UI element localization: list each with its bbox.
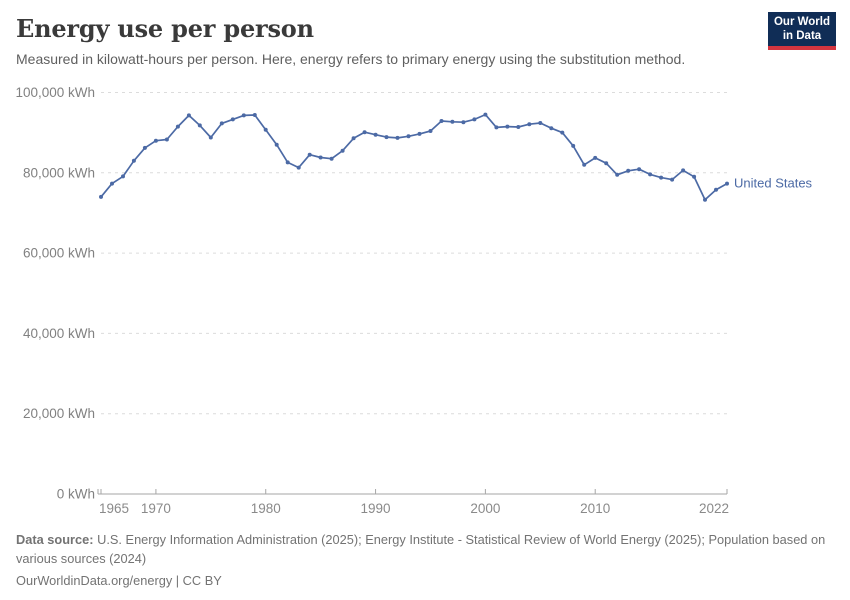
data-point-marker[interactable] [692,174,697,179]
data-point-marker[interactable] [307,152,312,157]
data-point-marker[interactable] [428,129,433,133]
data-point-marker[interactable] [175,124,180,129]
series-markers[interactable] [99,112,729,202]
x-tick-label: 2022 [699,501,729,516]
data-point-marker[interactable] [285,160,290,165]
x-tick-label: 1965 [99,501,129,516]
y-tick-label: 100,000 kWh [15,85,95,100]
data-point-marker[interactable] [549,126,554,131]
data-point-marker[interactable] [681,168,686,173]
data-source-label: Data source: [16,532,94,547]
x-tick-label: 1970 [141,501,171,516]
data-point-marker[interactable] [197,123,202,128]
data-point-marker[interactable] [659,175,664,180]
y-gridlines [101,92,727,415]
x-tick-label: 1990 [361,501,391,516]
data-point-marker[interactable] [329,156,334,161]
y-tick-label: 60,000 kWh [23,246,95,261]
data-point-marker[interactable] [483,112,488,117]
data-point-marker[interactable] [208,135,213,140]
data-point-marker[interactable] [527,122,532,127]
x-axis [97,489,728,495]
data-point-marker[interactable] [142,145,147,150]
data-point-marker[interactable] [186,113,191,118]
data-point-marker[interactable] [593,155,598,160]
data-point-marker[interactable] [164,137,169,142]
data-point-marker[interactable] [110,181,114,186]
data-point-marker[interactable] [615,172,620,177]
y-tick-label: 20,000 kWh [23,406,95,421]
data-point-marker[interactable] [670,177,675,182]
data-point-marker[interactable] [703,197,707,202]
data-point-marker[interactable] [604,161,609,166]
data-point-marker[interactable] [241,113,246,118]
data-point-marker[interactable] [395,135,400,140]
data-point-marker[interactable] [582,162,587,167]
owid-logo[interactable]: Our World in Data [768,12,836,50]
x-tick-label: 2000 [470,501,500,516]
owid-logo-line2: in Data [782,30,822,42]
data-point-marker[interactable] [461,120,466,125]
y-tick-label: 80,000 kWh [23,165,95,180]
data-point-marker[interactable] [362,130,367,135]
series-line[interactable] [100,113,728,201]
y-tick-label: 0 kWh [57,487,95,502]
data-point-marker[interactable] [384,135,389,140]
y-axis-labels: 0 kWh 20,000 kWh 40,000 kWh 60,000 kWh 80,00… [15,85,95,502]
data-point-marker[interactable] [373,132,378,137]
data-point-marker[interactable] [340,148,345,153]
data-point-marker[interactable] [648,172,653,177]
data-point-marker[interactable] [296,165,301,170]
owid-logo-line1: Our World [773,15,830,28]
data-point-marker[interactable] [318,155,323,160]
data-point-marker[interactable] [351,136,356,141]
data-point-marker[interactable] [571,143,576,148]
data-point-marker[interactable] [725,181,729,186]
data-point-marker[interactable] [494,125,499,130]
owid-license-link[interactable]: OurWorldinData.org/energy | CC BY [16,573,222,589]
data-point-marker[interactable] [560,130,565,135]
data-point-marker[interactable] [538,121,543,125]
x-tick-label: 1980 [251,501,281,516]
data-point-marker[interactable] [637,167,642,172]
page-title: Energy use per person [16,14,314,43]
data-point-marker[interactable] [153,138,158,143]
y-tick-label: 40,000 kWh [23,326,95,341]
data-point-marker[interactable] [505,124,510,129]
data-point-marker[interactable] [121,174,125,179]
data-point-marker[interactable] [450,119,455,124]
data-point-marker[interactable] [219,121,224,126]
series-united-states[interactable]: United States [99,112,813,202]
data-source-text: U.S. Energy Information Administration (… [16,532,826,566]
data-point-marker[interactable] [99,194,103,199]
data-point-marker[interactable] [626,168,631,173]
data-point-marker[interactable] [274,142,279,147]
data-point-marker[interactable] [472,117,477,122]
data-point-marker[interactable] [516,125,521,129]
data-point-marker[interactable] [263,127,268,132]
data-point-marker[interactable] [131,158,136,163]
x-tick-label: 2010 [580,501,610,516]
data-source-note: Data source: U.S. Energy Information Adm… [16,531,828,568]
data-point-marker[interactable] [439,119,444,123]
data-point-marker[interactable] [252,113,257,117]
data-point-marker[interactable] [230,117,235,122]
data-point-marker[interactable] [714,187,718,192]
data-point-marker[interactable] [406,134,411,139]
x-axis-labels: 1965 1970 1980 1990 2000 2010 2022 [99,501,729,516]
chart-footer: Data source: U.S. Energy Information Adm… [16,531,828,591]
data-point-marker[interactable] [417,131,422,136]
series-entity-label[interactable]: United States [734,176,813,191]
page-subtitle: Measured in kilowatt-hours per person. H… [16,51,686,67]
